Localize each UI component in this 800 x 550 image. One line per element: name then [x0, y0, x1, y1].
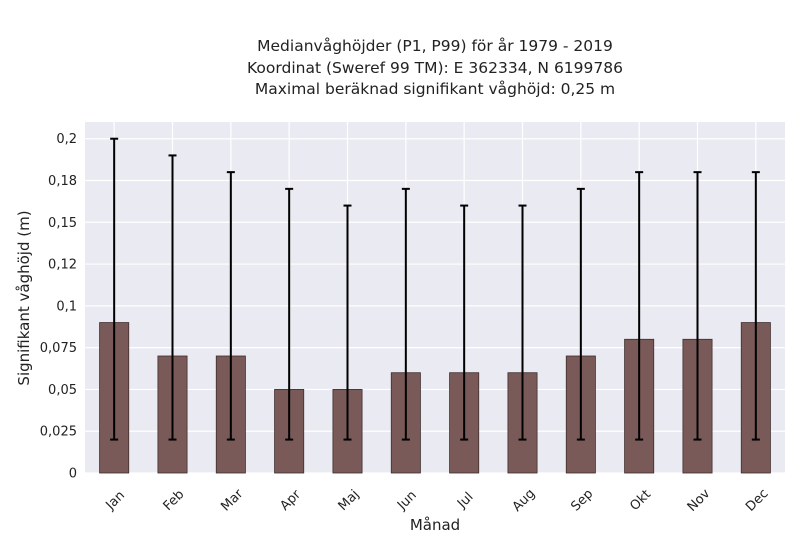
- error-bars: [110, 137, 760, 441]
- y-tick-label: 0,15: [48, 216, 77, 231]
- y-axis-label: Signifikant våghöjd (m): [15, 210, 33, 385]
- y-tick-label: 0,1: [56, 299, 77, 314]
- x-tick-label-aug: Aug: [510, 486, 539, 515]
- y-tick-label: 0,12: [48, 258, 77, 273]
- y-tick-labels: 0 0,025 0,05 0,075 0,1 0,12 0,15 0,18 0,2: [40, 132, 77, 481]
- x-tick-label-sep: Sep: [568, 487, 596, 515]
- x-tick-label-okt: Okt: [627, 487, 654, 514]
- chart-title-line-2: Koordinat (Sweref 99 TM): E 362334, N 61…: [247, 59, 623, 77]
- x-tick-label-dec: Dec: [743, 486, 771, 514]
- plot-area: [85, 122, 785, 473]
- x-tick-label-nov: Nov: [685, 486, 714, 515]
- x-tick-label-maj: Maj: [336, 487, 363, 514]
- x-tick-label-jun: Jun: [394, 488, 420, 514]
- chart-title-line-3: Maximal beräknad signifikant våghöjd: 0,…: [255, 80, 615, 98]
- y-tick-label: 0,05: [48, 383, 77, 398]
- x-axis-label: Månad: [410, 516, 460, 534]
- y-tick-label: 0,075: [40, 341, 77, 356]
- x-tick-label-feb: Feb: [161, 487, 188, 514]
- y-tick-label: 0,18: [48, 174, 77, 189]
- x-tick-label-apr: Apr: [277, 487, 304, 514]
- y-tick-label: 0: [69, 467, 77, 482]
- x-tick-label-mar: Mar: [218, 486, 246, 514]
- x-tick-labels: Jan Feb Mar Apr Maj Jun Jul Aug Sep Okt Nov Dec: [103, 486, 772, 515]
- y-tick-label: 0,025: [40, 425, 77, 440]
- x-tick-label-jul: Jul: [454, 490, 476, 512]
- x-tick-label-jan: Jan: [103, 488, 128, 513]
- y-tick-label: 0,2: [56, 132, 77, 147]
- chart-title-line-1: Medianvåghöjder (P1, P99) för år 1979 - …: [257, 37, 613, 55]
